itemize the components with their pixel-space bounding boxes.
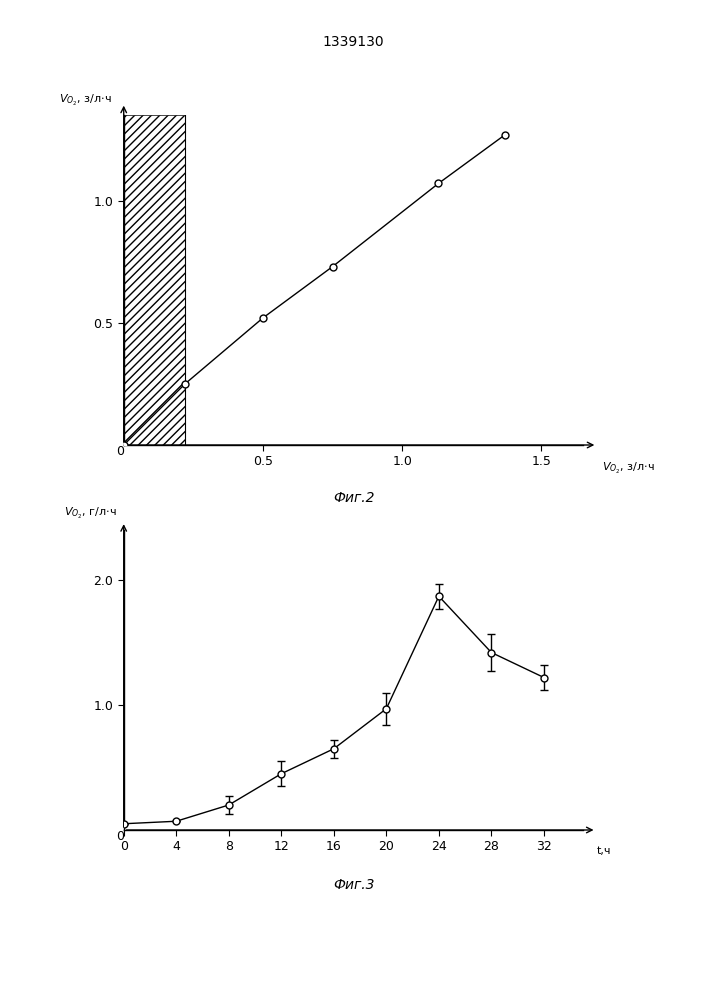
Text: t,ч: t,ч [597, 846, 612, 856]
Text: $V_{O_2}$, з/л$\cdot$ч: $V_{O_2}$, з/л$\cdot$ч [602, 461, 655, 476]
Text: $V_{O_2}$, г/л$\cdot$ч: $V_{O_2}$, г/л$\cdot$ч [64, 506, 117, 521]
Text: $V_{O_2}$, з/л$\cdot$ч: $V_{O_2}$, з/л$\cdot$ч [59, 93, 112, 108]
Text: Фиг.2: Фиг.2 [333, 491, 374, 505]
Text: 0: 0 [116, 830, 124, 843]
Text: Фиг.3: Фиг.3 [333, 878, 374, 892]
Text: 0: 0 [116, 445, 124, 458]
Text: 1339130: 1339130 [322, 35, 385, 49]
